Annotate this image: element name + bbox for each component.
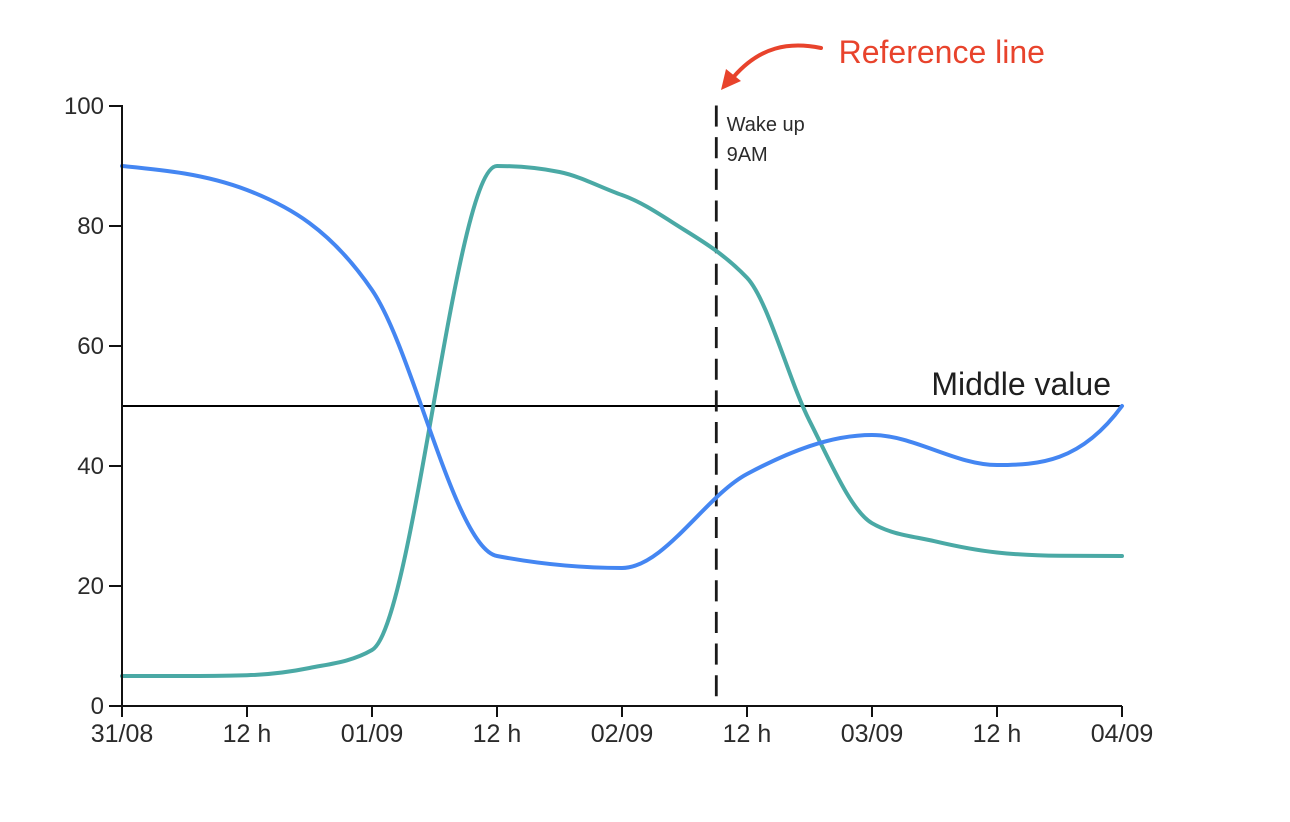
- svg-text:01/09: 01/09: [341, 720, 404, 748]
- svg-text:31/08: 31/08: [91, 720, 154, 748]
- svg-text:9AM: 9AM: [727, 144, 768, 166]
- svg-text:Reference line: Reference line: [839, 34, 1045, 70]
- svg-text:12 h: 12 h: [973, 720, 1022, 748]
- svg-text:100: 100: [64, 93, 104, 120]
- svg-text:20: 20: [77, 573, 104, 600]
- svg-text:0: 0: [91, 693, 104, 720]
- svg-text:40: 40: [77, 453, 104, 480]
- svg-text:Wake up: Wake up: [727, 114, 805, 136]
- svg-text:12 h: 12 h: [473, 720, 522, 748]
- svg-text:Middle value: Middle value: [931, 366, 1111, 402]
- svg-text:12 h: 12 h: [223, 720, 272, 748]
- svg-text:04/09: 04/09: [1091, 720, 1154, 748]
- svg-text:80: 80: [77, 213, 104, 240]
- svg-text:12 h: 12 h: [723, 720, 772, 748]
- svg-text:02/09: 02/09: [591, 720, 654, 748]
- svg-text:03/09: 03/09: [841, 720, 904, 748]
- svg-text:60: 60: [77, 333, 104, 360]
